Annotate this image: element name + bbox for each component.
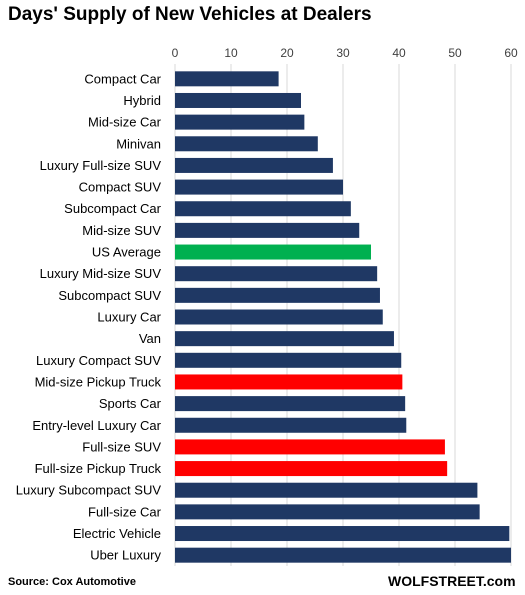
category-label: Entry-level Luxury Car — [32, 418, 161, 433]
category-label: Luxury Subcompact SUV — [16, 483, 162, 498]
bar — [175, 136, 318, 152]
bar — [175, 71, 279, 87]
category-label: Luxury Compact SUV — [36, 353, 161, 368]
bar — [175, 331, 394, 347]
bar — [175, 504, 480, 520]
category-label: Full-size SUV — [82, 439, 161, 454]
bar — [175, 287, 380, 303]
category-label: Sports Car — [99, 396, 162, 411]
category-label: Mid-size Pickup Truck — [35, 374, 162, 389]
bar — [175, 461, 448, 477]
bar — [175, 157, 333, 173]
bar — [175, 266, 378, 282]
bars — [175, 71, 511, 563]
bar — [175, 352, 402, 368]
bar — [175, 309, 383, 325]
bar — [175, 439, 445, 455]
bar — [175, 114, 305, 130]
category-label: Subcompact Car — [64, 201, 161, 216]
bar — [175, 201, 351, 217]
bar — [175, 526, 510, 542]
x-tick-label: 0 — [172, 46, 179, 60]
x-tick-label: 60 — [504, 46, 518, 60]
bar — [175, 396, 406, 412]
category-label: Mid-size Car — [88, 115, 162, 130]
bar — [175, 482, 478, 498]
category-label: Mid-size SUV — [82, 223, 161, 238]
category-label: US Average — [92, 245, 161, 260]
x-tick-label: 50 — [448, 46, 462, 60]
x-axis-ticks: 0 10 20 30 40 50 60 — [172, 46, 518, 60]
category-label: Minivan — [116, 136, 161, 151]
category-label: Electric Vehicle — [73, 526, 161, 541]
chart-title: Days' Supply of New Vehicles at Dealers — [8, 4, 372, 25]
category-label: Hybrid — [123, 93, 161, 108]
brand-logo-text: WOLFSTREET.com — [388, 573, 516, 589]
bar — [175, 374, 403, 390]
category-label: Subcompact SUV — [58, 288, 161, 303]
bar — [175, 222, 360, 238]
category-label: Luxury Full-size SUV — [40, 158, 162, 173]
category-label: Full-size Car — [88, 504, 162, 519]
bar — [175, 179, 343, 195]
bar — [175, 92, 301, 108]
category-label: Full-size Pickup Truck — [35, 461, 162, 476]
bar — [175, 244, 371, 260]
category-label: Luxury Car — [97, 310, 161, 325]
category-labels: Compact Car Hybrid Mid-size Car Minivan Luxu… — [16, 71, 162, 562]
x-tick-label: 30 — [336, 46, 350, 60]
category-label: Luxury Mid-size SUV — [40, 266, 162, 281]
category-label: Van — [139, 331, 161, 346]
category-label: Compact SUV — [79, 180, 162, 195]
source-note: Source: Cox Automotive — [8, 576, 136, 588]
x-tick-label: 10 — [224, 46, 238, 60]
x-tick-label: 40 — [392, 46, 406, 60]
category-label: Uber Luxury — [90, 548, 161, 563]
category-label: Compact Car — [84, 71, 161, 86]
bar — [175, 547, 511, 563]
bar — [175, 417, 407, 433]
x-tick-label: 20 — [280, 46, 294, 60]
